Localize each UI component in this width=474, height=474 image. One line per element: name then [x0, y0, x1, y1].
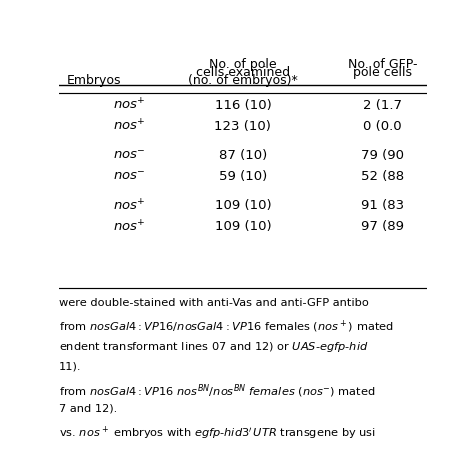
- Text: from $\mathit{nosGal4:VP16/nosGal4:VP16}$ females ($\mathit{nos}^+$) mated: from $\mathit{nosGal4:VP16/nosGal4:VP16}…: [59, 319, 394, 335]
- Text: $\mathit{nos}$$^{+}$: $\mathit{nos}$$^{+}$: [112, 198, 145, 213]
- Text: 91 (83: 91 (83: [361, 199, 404, 212]
- Text: from $\mathit{nosGal4:VP16\ nos^{BN}/nos^{BN}\ females\ (nos^{-})}$ mated: from $\mathit{nosGal4:VP16\ nos^{BN}/nos…: [59, 383, 376, 400]
- Text: Embryos: Embryos: [66, 74, 121, 87]
- Text: $\mathit{nos}$$^{+}$: $\mathit{nos}$$^{+}$: [112, 219, 145, 235]
- Text: 123 (10): 123 (10): [215, 120, 271, 133]
- Text: $\mathit{nos}$$^{+}$: $\mathit{nos}$$^{+}$: [112, 98, 145, 113]
- Text: cells examined: cells examined: [196, 66, 290, 79]
- Text: (no. of embryos)*: (no. of embryos)*: [188, 74, 298, 87]
- Text: No. of pole: No. of pole: [209, 58, 277, 72]
- Text: 2 (1.7: 2 (1.7: [363, 99, 402, 111]
- Text: 79 (90: 79 (90: [361, 149, 404, 162]
- Text: 0 (0.0: 0 (0.0: [363, 120, 402, 133]
- Text: 109 (10): 109 (10): [215, 199, 271, 212]
- Text: 116 (10): 116 (10): [215, 99, 271, 111]
- Text: pole cells: pole cells: [353, 66, 412, 79]
- Text: 59 (10): 59 (10): [219, 170, 267, 183]
- Text: 11).: 11).: [59, 361, 82, 371]
- Text: endent transformant lines 07 and 12) or $\mathit{UAS\text{-}egfp\text{-}hid}$: endent transformant lines 07 and 12) or …: [59, 340, 369, 354]
- Text: 87 (10): 87 (10): [219, 149, 267, 162]
- Text: 7 and 12).: 7 and 12).: [59, 404, 118, 414]
- Text: $\mathit{nos}$$^{−}$: $\mathit{nos}$$^{−}$: [112, 149, 145, 162]
- Text: 97 (89: 97 (89: [361, 220, 404, 234]
- Text: 109 (10): 109 (10): [215, 220, 271, 234]
- Text: $\mathit{nos}$$^{+}$: $\mathit{nos}$$^{+}$: [112, 118, 145, 134]
- Text: vs. $\mathit{nos}^+$ embryos with $\mathit{egfp\text{-}hid3'\,UTR}$ transgene by: vs. $\mathit{nos}^+$ embryos with $\math…: [59, 425, 376, 442]
- Text: No. of GFP-: No. of GFP-: [348, 58, 417, 72]
- Text: $\mathit{nos}$$^{−}$: $\mathit{nos}$$^{−}$: [112, 170, 145, 183]
- Text: were double-stained with anti-Vas and anti-GFP antibo: were double-stained with anti-Vas and an…: [59, 298, 369, 308]
- Text: 52 (88: 52 (88: [361, 170, 404, 183]
